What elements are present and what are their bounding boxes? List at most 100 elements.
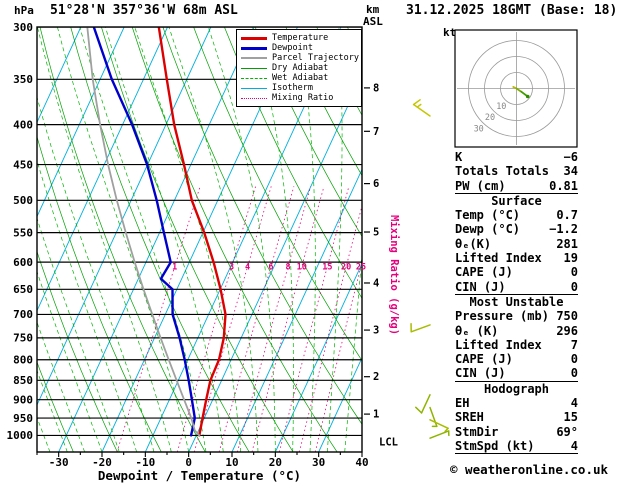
km-tick-label: 1 [373,409,379,421]
wet-adiabat-line [251,27,294,452]
stat-value: 19 [563,251,578,266]
dry-adiabat-line [285,27,362,177]
stat-label: EH [455,396,470,411]
isotherm-line [274,262,362,452]
legend: Temperature Dewpoint Parcel Trajectory Dry … [236,29,362,107]
stat-row: CIN (J) 0 [455,280,578,294]
legend-label: Dewpoint [272,43,313,53]
pressure-tick-label: 950 [13,412,33,425]
mixing-ratio-line [218,186,295,452]
x-tick-label: -10 [135,456,155,469]
hodograph-ring [500,72,533,105]
stat-label: SREH [455,410,484,425]
temperature-curve [157,27,227,437]
stats-section-header: Hodograph [455,380,578,396]
wind-barb-shaft [410,324,431,333]
isotherm-line [231,168,362,452]
mixing-ratio-value-label: 6 [268,263,273,273]
legend-label: Temperature [272,33,329,43]
stat-label: CAPE (J) [455,352,513,367]
legend-line-sample [241,36,267,40]
pressure-tick-label: 850 [13,374,33,387]
stat-value: 0 [570,265,578,280]
copyright: © weatheronline.co.uk [450,462,609,477]
legend-item: Dewpoint [241,43,357,53]
stat-row: Lifted Index 19 [455,251,578,265]
stat-value: 7 [570,337,578,352]
wet-adiabat-line [37,416,51,452]
wet-adiabat-line [37,27,172,452]
pressure-tick-label: 500 [13,194,33,207]
wind-barb [412,99,431,117]
legend-line-sample [241,67,267,69]
pressure-tick-label: 600 [13,256,33,269]
stat-row: CAPE (J) 0 [455,352,578,366]
isotherm-line [37,27,38,30]
wet-adiabat-line [37,270,103,452]
isotherm-line [37,27,212,406]
dry-adiabat-line [39,27,206,452]
pressure-tick-label: 450 [13,158,33,171]
dry-adiabat-line [254,27,362,238]
stat-label: K [455,150,463,164]
stat-row: Lifted Index 7 [455,338,578,352]
stat-row: Totals Totals 34 [455,164,578,178]
hodograph-ring [484,56,549,121]
mixing-ratio-line [176,186,256,452]
stat-row: CIN (J) 0 [455,366,578,380]
stat-row: K −6 [455,150,578,164]
stat-label: CAPE (J) [455,265,513,280]
legend-label: Parcel Trajectory [272,53,359,63]
mixing-ratio-value-label: 25 [356,263,366,273]
dry-adiabat-line [70,27,250,452]
hodograph-ring-label: 10 [496,102,506,112]
legend-item: Isotherm [241,83,357,93]
hodograph-ring-label: 20 [485,113,495,123]
wet-adiabat-line [134,27,242,452]
mixing-ratio-line [298,204,362,452]
stat-row: CAPE (J) 0 [455,265,578,279]
wind-barb-shaft [420,394,431,414]
km-tick-label: 7 [373,126,379,138]
wind-barb [429,430,450,439]
hodograph-unit: kt [443,26,457,39]
legend-item: Dry Adiabat [241,63,357,73]
dewpoint-curve [92,27,196,437]
x-tick-label: 40 [355,456,368,469]
stat-row: EH 4 [455,396,578,410]
wet-adiabat-line [0,27,15,452]
stat-value: 69° [556,424,578,439]
stat-label: Lifted Index [455,251,542,266]
plot-frame [36,26,363,453]
x-tick-label: 10 [225,456,238,469]
mixing-ratio-line [237,186,312,452]
stat-row: θₑ(K) 281 [455,237,578,251]
mixing-ratio-value-label: 20 [341,263,351,273]
dry-adiabat-line [101,27,294,452]
stat-row: SREH 15 [455,410,578,424]
run-datetime: 31.12.2025 18GMT (Base: 18) [406,3,618,18]
legend-item: Wet Adiabat [241,73,357,83]
dry-adiabat-line [224,27,362,299]
mixing-ratio-line [278,186,350,452]
legend-line-sample [241,77,267,79]
parcel-trajectory-curve [86,27,201,437]
isotherm-line [37,27,82,124]
pressure-tick-label: 750 [13,332,33,345]
lcl-label: LCL [379,437,398,449]
hodograph-trace-end [525,94,530,99]
wind-barb-full [415,406,423,414]
wind-barb [415,394,431,414]
wet-adiabat-line [207,27,276,452]
wet-adiabat-line [37,321,86,452]
stats-section-header: Most Unstable [455,293,578,309]
stat-value: 15 [563,410,578,425]
pressure-tick-label: 900 [13,394,33,407]
pressure-axis-unit: hPa [14,4,34,17]
wind-barb-shaft [429,430,450,439]
stat-label: Dewp (°C) [455,222,521,237]
isotherm-line [58,27,255,452]
wind-barb [429,406,438,428]
km-tick-label: 3 [373,325,379,337]
